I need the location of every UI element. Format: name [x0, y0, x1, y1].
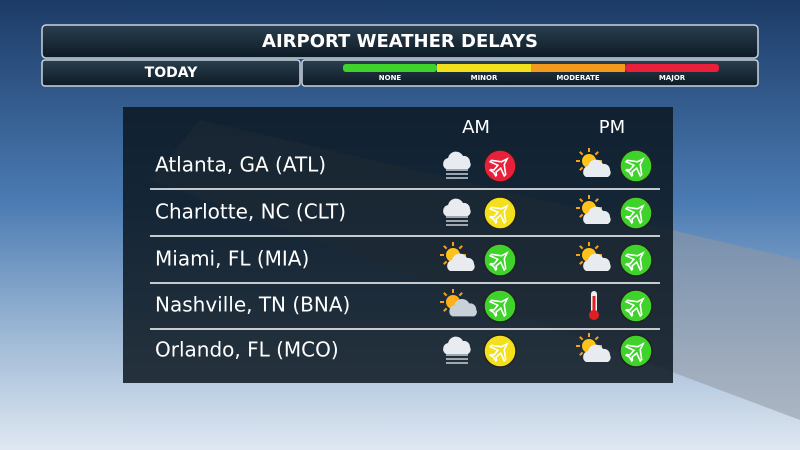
row: Miami, FL (MIA): [150, 242, 660, 284]
sun-ray: [458, 245, 463, 250]
legend-swatch: [343, 64, 437, 72]
column-header: PM: [599, 117, 625, 138]
plane: [488, 342, 509, 363]
plane: [624, 157, 645, 178]
sun-ray: [579, 198, 584, 203]
legend-box: [301, 59, 759, 87]
cloud: [443, 151, 471, 169]
sun-ray: [443, 307, 448, 312]
cloud: [443, 198, 471, 216]
delay-indicator: [483, 196, 517, 230]
legend-label: MINOR: [471, 74, 498, 82]
plane: [488, 251, 509, 272]
plane: [624, 204, 645, 225]
legend-swatch: [531, 64, 625, 72]
airport: Charlotte, NC (CLT): [155, 200, 346, 224]
sun-ray: [458, 292, 463, 297]
row: Nashville, TN (BNA): [150, 289, 660, 330]
delay-indicator: [483, 334, 517, 368]
airport: Atlanta, GA (ATL): [155, 153, 326, 177]
cloud: [443, 336, 471, 354]
airport: Orlando, FL (MCO): [155, 338, 339, 362]
sun-ray: [443, 260, 448, 265]
table: AM PM Atlanta, GA (ATL) Charlotte, NC (CLT)…: [150, 117, 660, 368]
sun-ray: [579, 336, 584, 341]
plane: [624, 297, 645, 318]
sun-ray: [579, 351, 584, 356]
delay-indicator: [619, 289, 653, 323]
plane: [624, 251, 645, 272]
plane: [488, 157, 509, 178]
sun-ray: [579, 151, 584, 156]
plane: [488, 204, 509, 225]
plane: [624, 342, 645, 363]
period-box: [41, 59, 301, 87]
delay-indicator: [483, 243, 517, 277]
row: Atlanta, GA (ATL): [150, 148, 660, 190]
delay-indicator: [619, 334, 653, 368]
airport: Nashville, TN (BNA): [155, 293, 350, 317]
row: Charlotte, NC (CLT): [150, 195, 660, 237]
legend-label: NONE: [379, 74, 402, 82]
legend-label: MAJOR: [659, 74, 686, 82]
sun-ray: [579, 213, 584, 218]
legend-swatch: [437, 64, 531, 72]
row: Orlando, FL (MCO): [155, 333, 653, 368]
legend-label: MODERATE: [556, 74, 600, 82]
thermometer-bulb: [589, 310, 599, 320]
thermometer-fill: [592, 296, 596, 312]
cloud: [583, 344, 611, 362]
column-header: AM: [462, 117, 490, 138]
cloud: [583, 159, 611, 177]
sun-ray: [443, 245, 448, 250]
title-bar: [41, 24, 759, 59]
cloud: [449, 298, 477, 317]
sun-ray: [594, 151, 599, 156]
sun-ray: [594, 198, 599, 203]
legend: NONE MINOR MODERATE MAJOR: [343, 64, 719, 82]
legend-swatch: [625, 64, 719, 72]
sun-ray: [443, 292, 448, 297]
cloud: [447, 253, 475, 271]
sun-ray: [579, 166, 584, 171]
sun-ray: [594, 245, 599, 250]
sun-ray: [594, 336, 599, 341]
airport: Miami, FL (MIA): [155, 247, 309, 271]
delay-indicator: [619, 149, 653, 183]
plane: [488, 297, 509, 318]
delay-indicator: [619, 243, 653, 277]
sun-ray: [579, 260, 584, 265]
cloud: [583, 253, 611, 271]
delay-indicator: [619, 196, 653, 230]
delay-indicator: [483, 289, 517, 323]
period: TODAY: [145, 65, 199, 81]
cloud: [583, 206, 611, 224]
title: AIRPORT WEATHER DELAYS: [262, 31, 538, 52]
delay-indicator: [483, 149, 517, 183]
sun-ray: [579, 245, 584, 250]
